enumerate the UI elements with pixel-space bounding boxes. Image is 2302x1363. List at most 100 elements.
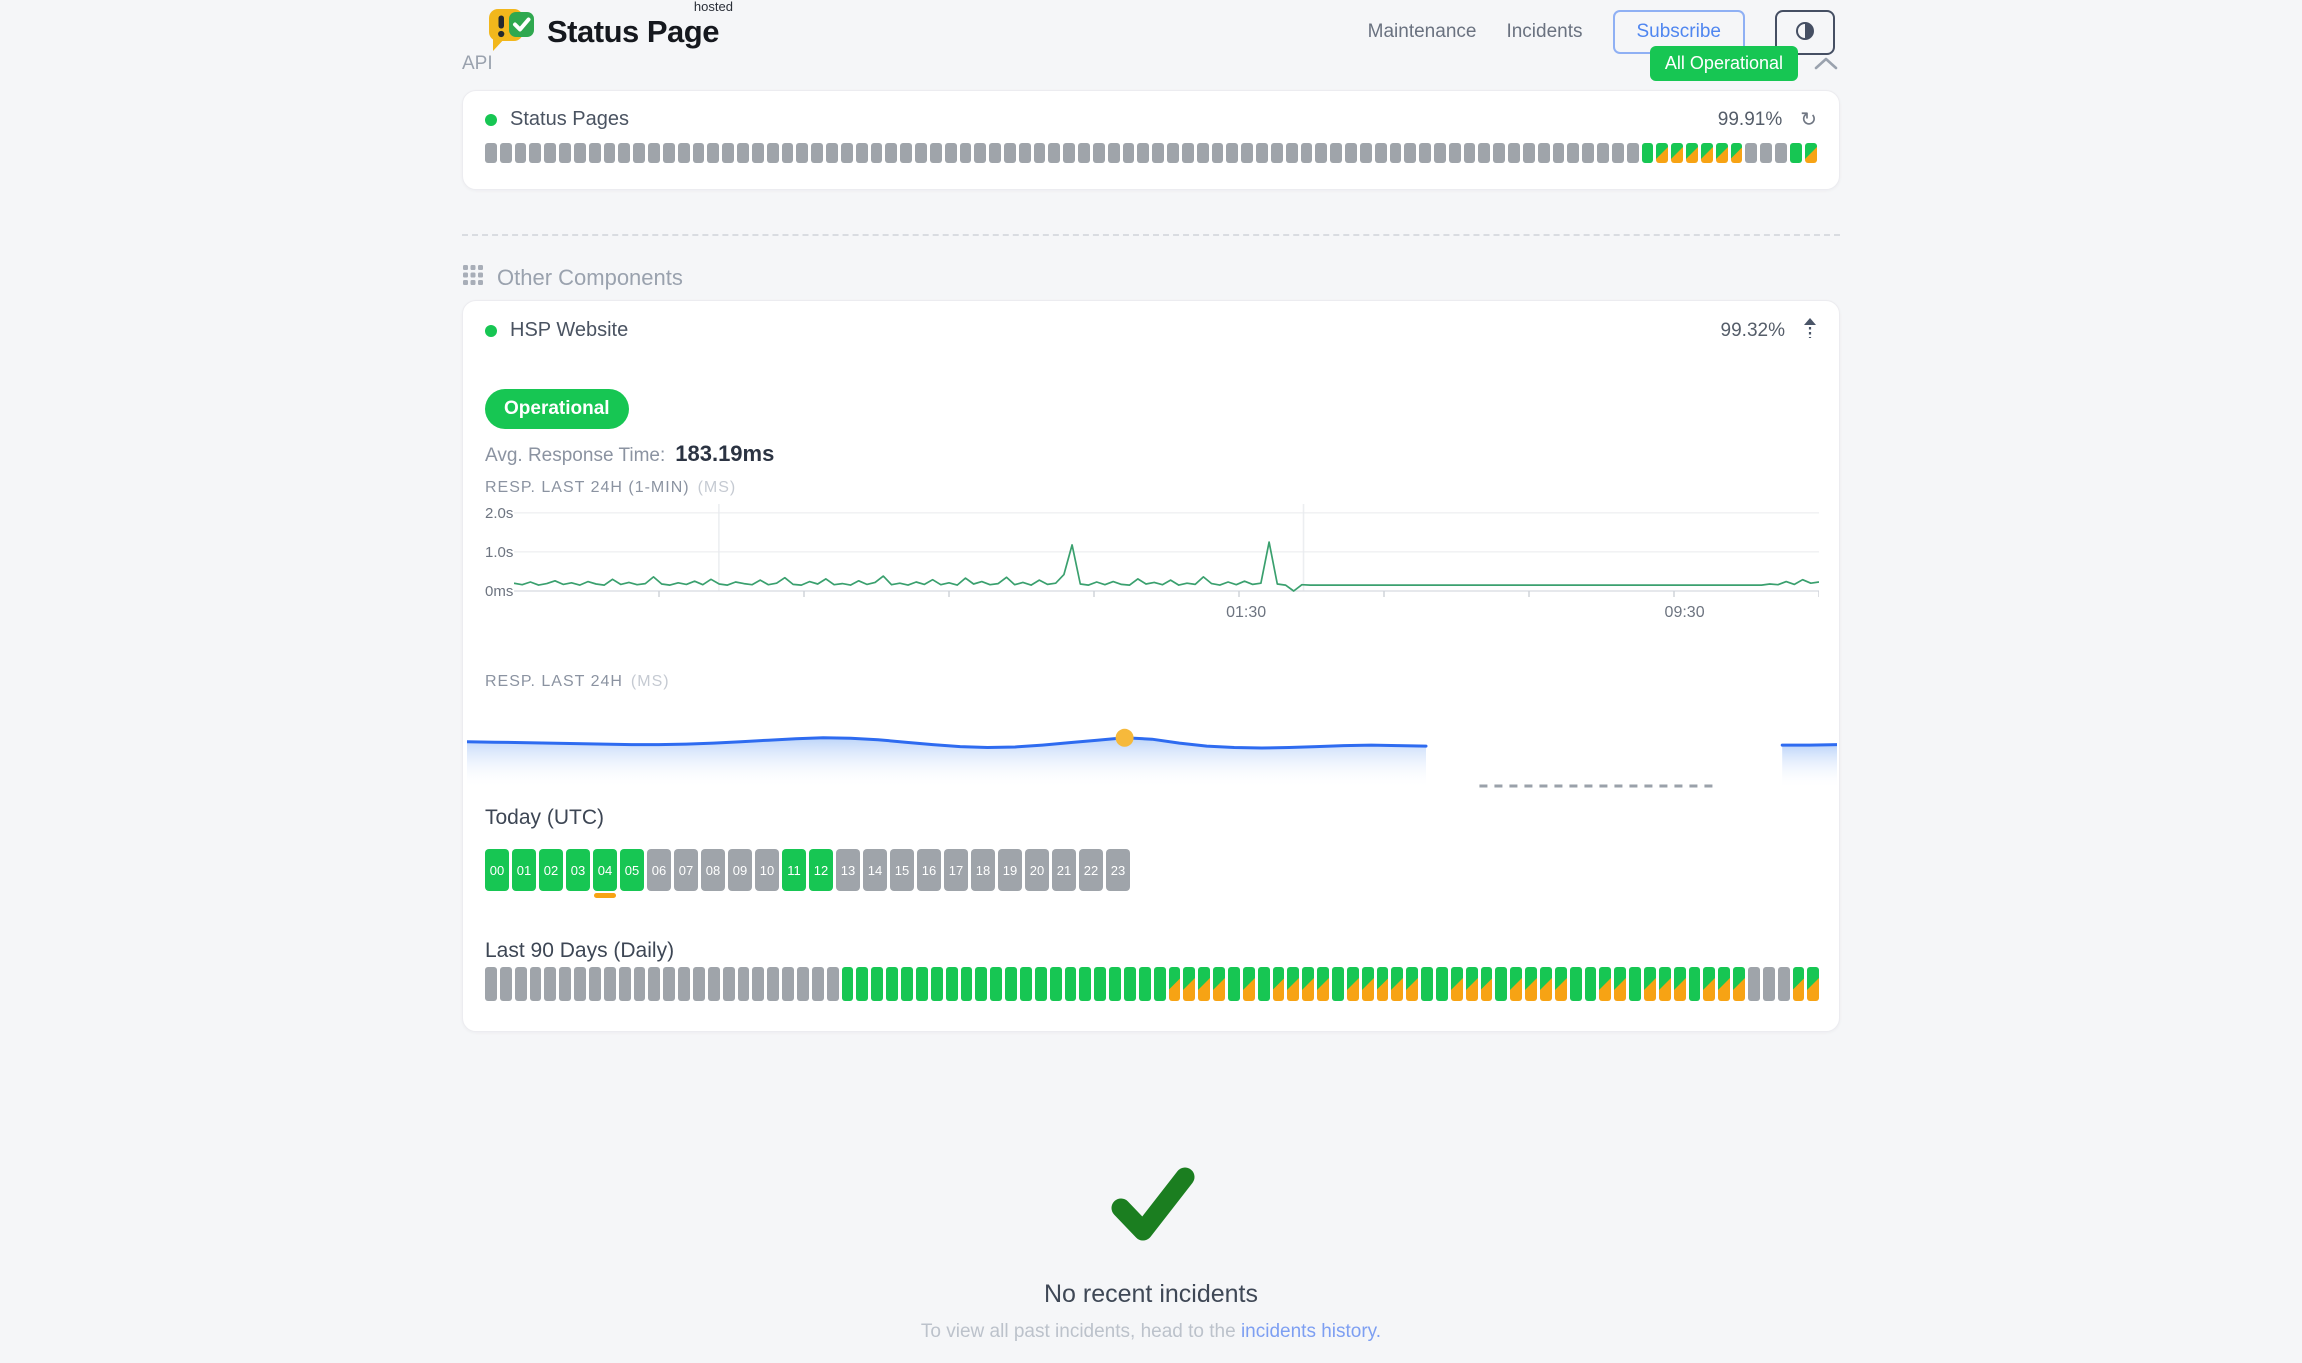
uptime-bar-operational[interactable] xyxy=(1079,967,1092,1001)
uptime-bar-partial-outage[interactable] xyxy=(1168,967,1181,1001)
uptime-bar-operational[interactable] xyxy=(1584,967,1597,1001)
uptime-bar-nodata[interactable] xyxy=(1256,143,1268,163)
uptime-bar-nodata[interactable] xyxy=(1762,967,1775,1001)
uptime-bar-nodata[interactable] xyxy=(766,143,779,163)
uptime-bar-partial-outage[interactable] xyxy=(1213,967,1225,1001)
uptime-bar-partial-outage[interactable] xyxy=(1599,967,1612,1001)
uptime-bar-nodata[interactable] xyxy=(944,143,957,163)
hour-block-23[interactable]: 23 xyxy=(1106,849,1130,891)
uptime-bar-nodata[interactable] xyxy=(574,967,587,1001)
uptime-bar-nodata[interactable] xyxy=(1567,143,1580,163)
hour-block-20[interactable]: 20 xyxy=(1025,849,1049,891)
uptime-bar-operational[interactable] xyxy=(1641,143,1654,163)
uptime-bar-nodata[interactable] xyxy=(485,143,497,163)
uptime-bar-partial-outage[interactable] xyxy=(1804,143,1817,163)
uptime-bar-nodata[interactable] xyxy=(885,143,898,163)
uptime-bar-nodata[interactable] xyxy=(929,143,942,163)
uptime-bar-operational[interactable] xyxy=(1153,967,1166,1001)
hour-block-02[interactable]: 02 xyxy=(539,849,563,891)
uptime-bar-operational[interactable] xyxy=(1049,967,1062,1001)
uptime-bar-nodata[interactable] xyxy=(1211,143,1224,163)
overall-status-badge[interactable]: All Operational xyxy=(1649,46,1798,81)
uptime-bar-nodata[interactable] xyxy=(1748,967,1760,1001)
uptime-bar-nodata[interactable] xyxy=(855,143,868,163)
hour-block-07[interactable]: 07 xyxy=(674,849,698,891)
uptime-bar-operational[interactable] xyxy=(930,967,943,1001)
uptime-bar-nodata[interactable] xyxy=(1285,143,1298,163)
uptime-bar-nodata[interactable] xyxy=(559,967,572,1001)
uptime-bar-nodata[interactable] xyxy=(529,967,542,1001)
uptime-bar-partial-outage[interactable] xyxy=(1700,143,1713,163)
uptime-bar-nodata[interactable] xyxy=(811,143,824,163)
uptime-bar-operational[interactable] xyxy=(990,967,1003,1001)
uptime-bar-partial-outage[interactable] xyxy=(1644,967,1656,1001)
uptime-bar-partial-outage[interactable] xyxy=(1673,967,1686,1001)
uptime-bar-partial-outage[interactable] xyxy=(1715,143,1728,163)
uptime-bar-nodata[interactable] xyxy=(603,967,616,1001)
uptime-bar-nodata[interactable] xyxy=(588,143,601,163)
uptime-bar-nodata[interactable] xyxy=(1389,143,1402,163)
uptime-bar-nodata[interactable] xyxy=(1537,143,1550,163)
uptime-bar-operational[interactable] xyxy=(886,967,899,1001)
uptime-bar-nodata[interactable] xyxy=(603,143,616,163)
uptime-bar-nodata[interactable] xyxy=(1434,143,1446,163)
uptime-bar-nodata[interactable] xyxy=(1315,143,1328,163)
uptime-bar-partial-outage[interactable] xyxy=(1525,967,1538,1001)
uptime-bar-nodata[interactable] xyxy=(1775,143,1787,163)
uptime-bar-partial-outage[interactable] xyxy=(1406,967,1419,1001)
uptime-bar-operational[interactable] xyxy=(1569,967,1582,1001)
uptime-bar-nodata[interactable] xyxy=(826,143,838,163)
uptime-bar-operational[interactable] xyxy=(1094,967,1107,1001)
uptime-bar-operational[interactable] xyxy=(1436,967,1448,1001)
uptime-bar-nodata[interactable] xyxy=(797,967,809,1001)
hour-block-01[interactable]: 01 xyxy=(512,849,536,891)
uptime-bar-partial-outage[interactable] xyxy=(1391,967,1404,1001)
hour-block-03[interactable]: 03 xyxy=(566,849,590,891)
uptime-bar-partial-outage[interactable] xyxy=(1703,967,1716,1001)
uptime-bar-nodata[interactable] xyxy=(1522,143,1535,163)
uptime-bar-nodata[interactable] xyxy=(1018,143,1031,163)
uptime-bar-nodata[interactable] xyxy=(959,143,972,163)
uptime-bar-nodata[interactable] xyxy=(1597,143,1609,163)
hour-block-17[interactable]: 17 xyxy=(944,849,968,891)
uptime-bar-operational[interactable] xyxy=(1109,967,1121,1001)
hour-block-06[interactable]: 06 xyxy=(647,849,671,891)
uptime-bar-nodata[interactable] xyxy=(707,143,720,163)
uptime-bar-partial-outage[interactable] xyxy=(1302,967,1315,1001)
uptime-bar-nodata[interactable] xyxy=(811,967,824,1001)
hour-block-11[interactable]: 11 xyxy=(782,849,806,891)
uptime-bar-operational[interactable] xyxy=(901,967,913,1001)
uptime-bar-nodata[interactable] xyxy=(1048,143,1061,163)
uptime-bar-nodata[interactable] xyxy=(1270,143,1283,163)
uptime-bar-partial-outage[interactable] xyxy=(1540,967,1552,1001)
refresh-icon[interactable]: ↻ xyxy=(1800,108,1817,131)
uptime-bar-partial-outage[interactable] xyxy=(1346,967,1359,1001)
uptime-bar-partial-outage[interactable] xyxy=(1614,967,1627,1001)
uptime-bar-partial-outage[interactable] xyxy=(1510,967,1523,1001)
uptime-bar-nodata[interactable] xyxy=(529,143,542,163)
uptime-bar-operational[interactable] xyxy=(1064,967,1077,1001)
uptime-bar-nodata[interactable] xyxy=(559,143,571,163)
uptime-bar-operational[interactable] xyxy=(856,967,869,1001)
uptime-bar-partial-outage[interactable] xyxy=(1376,967,1389,1001)
hour-block-08[interactable]: 08 xyxy=(701,849,725,891)
hour-block-05[interactable]: 05 xyxy=(620,849,644,891)
uptime-bar-nodata[interactable] xyxy=(618,143,631,163)
uptime-bar-nodata[interactable] xyxy=(900,143,913,163)
uptime-bar-nodata[interactable] xyxy=(737,143,749,163)
hour-block-12[interactable]: 12 xyxy=(809,849,833,891)
uptime-bar-partial-outage[interactable] xyxy=(1686,143,1698,163)
uptime-bar-nodata[interactable] xyxy=(1508,143,1520,163)
uptime-bar-operational[interactable] xyxy=(1123,967,1136,1001)
uptime-bar-nodata[interactable] xyxy=(633,967,646,1001)
uptime-bar-operational[interactable] xyxy=(1019,967,1032,1001)
uptime-bar-operational[interactable] xyxy=(1257,967,1270,1001)
hour-block-04[interactable]: 04 xyxy=(593,849,617,898)
hour-block-13[interactable]: 13 xyxy=(836,849,860,891)
uptime-bar-partial-outage[interactable] xyxy=(1733,967,1746,1001)
uptime-bar-nodata[interactable] xyxy=(1181,143,1194,163)
uptime-bar-nodata[interactable] xyxy=(870,143,883,163)
chevron-up-icon[interactable] xyxy=(1812,55,1840,73)
hour-block-22[interactable]: 22 xyxy=(1079,849,1103,891)
uptime-bar-nodata[interactable] xyxy=(648,967,661,1001)
